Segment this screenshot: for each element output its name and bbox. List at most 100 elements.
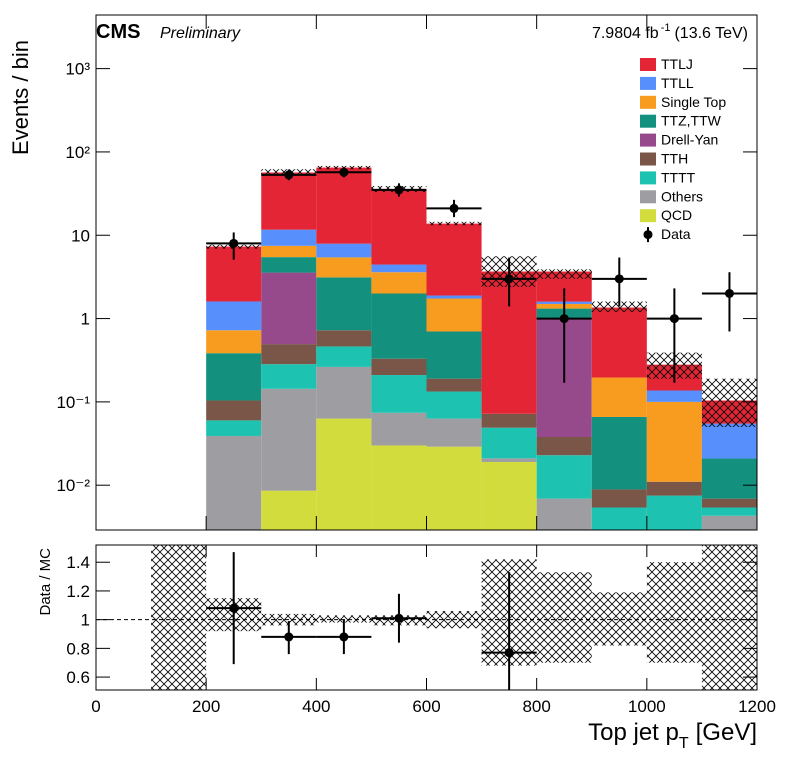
data-point (339, 167, 349, 177)
data-point (229, 238, 239, 248)
y-tick-label: 0.8 (66, 639, 90, 658)
stack-bar (261, 257, 317, 273)
stack-bar (261, 344, 317, 365)
legend-swatch (640, 209, 656, 223)
stack-bar (316, 346, 372, 367)
y-tick-label: 10⁻¹ (56, 393, 90, 412)
data-point (449, 203, 459, 213)
stack-bar (206, 353, 262, 401)
stack-bar (371, 445, 427, 530)
stack-bar (426, 446, 482, 530)
stack-bar (206, 435, 262, 530)
data-point (614, 274, 624, 284)
lumi-label: 7.9804 fb -1 (13.6 TeV) (592, 22, 748, 42)
stack-bar (426, 298, 482, 332)
y-axis-label: Events / bin (8, 40, 33, 155)
legend-label: TTZ,TTW (661, 113, 722, 129)
stack-bar (426, 295, 482, 299)
data-point (669, 314, 679, 324)
uncertainty-band (536, 269, 592, 279)
legend-swatch (640, 133, 656, 147)
data-point (724, 288, 734, 298)
legend-swatch (640, 114, 656, 128)
lumi: 7.9804 fb (592, 25, 659, 42)
main-plot-area (206, 165, 757, 530)
y-tick-label: 1.4 (66, 553, 90, 572)
legend-label: Single Top (661, 94, 726, 110)
legend-swatch (640, 76, 656, 90)
legend-label: TTLL (661, 75, 694, 91)
y-tick-label: 10⁻² (56, 476, 90, 495)
ratio-point (229, 603, 239, 613)
stack-bar (206, 330, 262, 354)
stack-bar (481, 461, 537, 530)
stack-bar (261, 388, 317, 491)
stack-bar (371, 264, 427, 273)
data-point (394, 185, 404, 195)
stack-bar (371, 188, 427, 265)
ratio-uncertainty-band (151, 545, 207, 690)
ratio-frame (95, 544, 758, 691)
ratio-uncertainty-band (316, 615, 372, 623)
lumi-exponent: -1 (661, 22, 671, 34)
legend-swatch (640, 171, 656, 185)
stack-bar (316, 366, 372, 419)
data-point (504, 274, 514, 284)
y-tick-label: 1 (81, 611, 90, 630)
stack-bar (591, 416, 647, 490)
uncertainty-band (701, 378, 757, 427)
stack-bar (701, 458, 757, 499)
x-label-sub: T (679, 735, 689, 752)
stack-bar (371, 358, 427, 376)
stack-bar (261, 172, 317, 230)
ratio-point (394, 613, 404, 623)
y-tick-label: 0.6 (66, 668, 90, 687)
stack-bar (426, 223, 482, 296)
y-tick-label: 1.2 (66, 582, 90, 601)
legend-label: Drell-Yan (661, 132, 718, 148)
experiment-label: CMS (96, 21, 140, 43)
uncertainty-band (591, 301, 647, 312)
stack-bar (701, 498, 757, 508)
x-label: Top jet p (588, 719, 679, 746)
x-tick-label: 1000 (628, 697, 666, 716)
y-tick-label: 10³ (65, 60, 90, 79)
ratio-point (339, 632, 349, 642)
legend-marker (643, 230, 653, 240)
stack-bar (261, 490, 317, 530)
stack-bar (536, 498, 592, 530)
legend-label: TTLJ (661, 56, 693, 72)
stack-bar (646, 495, 702, 530)
stack-bar (646, 390, 702, 402)
ratio-uncertainty-band (701, 545, 757, 690)
stack-bar (591, 489, 647, 508)
stack-bar (481, 413, 537, 428)
stack-bar (426, 378, 482, 392)
uncertainty-band (426, 221, 482, 226)
stack-bar (206, 420, 262, 436)
x-tick-label: 1200 (738, 697, 776, 716)
stack-bar (591, 307, 647, 378)
legend-label: Others (661, 188, 703, 204)
ratio-point (504, 648, 514, 658)
stack-bar (591, 377, 647, 417)
stack-bar (316, 418, 372, 530)
y-tick-label: 10 (71, 226, 90, 245)
stack-bar (316, 257, 372, 278)
stack-bar (206, 400, 262, 421)
stack-bar (701, 423, 757, 459)
stack-bar (536, 455, 592, 499)
stack-bar (261, 229, 317, 246)
stack-bar (261, 245, 317, 258)
x-tick-label: 800 (522, 697, 550, 716)
stack-bar (591, 507, 647, 530)
stack-bar (316, 243, 372, 258)
ratio-uncertainty-band (591, 592, 647, 646)
status-label: Preliminary (160, 25, 241, 42)
stack-bar (646, 481, 702, 496)
stack-bar (646, 401, 702, 482)
stack-bar (426, 391, 482, 419)
stack-bar (371, 412, 427, 446)
ratio-uncertainty-band (646, 562, 702, 663)
